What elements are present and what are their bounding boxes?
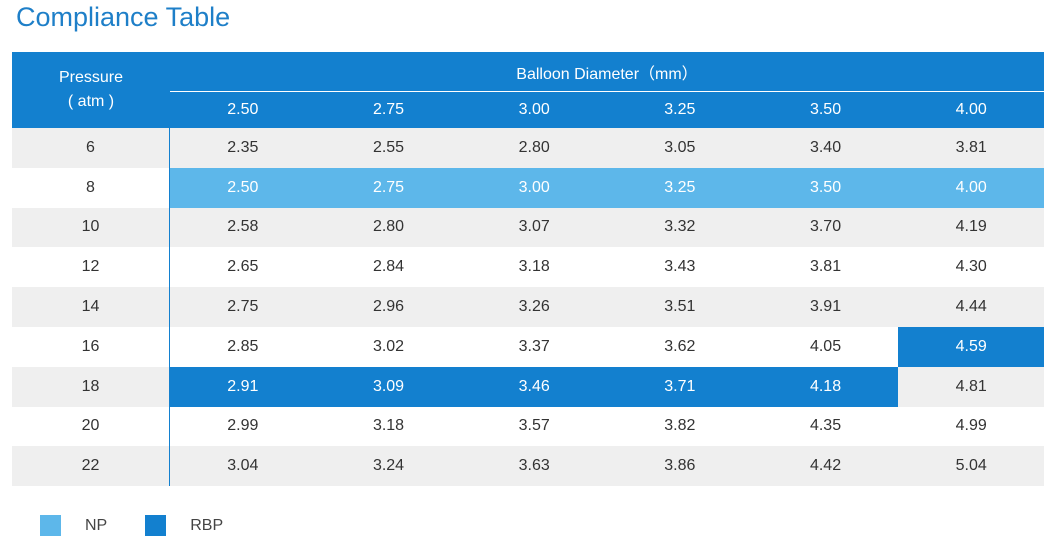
diameter-cell: 3.86	[664, 457, 696, 475]
compliance-table: Pressure ( atm ) Balloon Diameter（mm） 2.…	[12, 52, 1045, 487]
diameter-cell: 3.02	[372, 337, 405, 355]
table-row: 20 2.99 3.18 3.57 3.82 4.35 4.99	[12, 406, 1044, 447]
pressure-cell: 22	[12, 446, 170, 487]
table-row: 6 2.35 2.55 2.80 3.05 3.40 3.81	[12, 128, 1044, 168]
diameter-cell: 3.81	[955, 138, 987, 156]
np-label: NP	[85, 516, 108, 534]
diameter-cell: 2.91	[170, 366, 316, 407]
table-row: 10 2.58 2.80 3.07 3.32 3.70 4.19	[12, 207, 1044, 248]
diameter-cell: 2.55	[372, 138, 405, 156]
rbp-swatch	[145, 515, 167, 536]
table-row: 14 2.75 2.96 3.26 3.51 3.91 4.44	[12, 287, 1044, 327]
table-row: 8 2.50 2.75 3.00 3.25 3.50 4.00	[12, 167, 1045, 208]
diameter-cell: 3.09	[315, 366, 462, 407]
diameter-cell: 4.44	[955, 298, 987, 316]
np-swatch	[40, 515, 61, 536]
diameter-columns: 2.50 2.75 3.00 3.25 3.50 4.00	[170, 92, 1044, 128]
diameter-cell: 3.63	[518, 457, 550, 475]
diameter-cell: 4.81	[955, 377, 987, 395]
page-title: Compliance Table	[16, 2, 231, 32]
diameter-cell: 2.80	[518, 138, 550, 156]
table-row: 22 3.04 3.24 3.63 3.86 4.42 5.04	[12, 446, 1044, 487]
diameter-cell: 4.35	[809, 417, 842, 435]
diameter-cell: 2.58	[227, 218, 259, 236]
pressure-cell: 8	[12, 167, 170, 208]
diameter-column-header: 3.00	[518, 101, 550, 118]
diameter-cell: 2.96	[372, 298, 405, 316]
diameter-cell: 3.37	[518, 337, 550, 355]
table-header: Pressure ( atm ) Balloon Diameter（mm） 2.…	[12, 52, 1044, 128]
diameter-cell: 3.43	[664, 258, 696, 276]
pressure-cell: 10	[12, 207, 170, 248]
legend-item-rbp: RBP	[145, 515, 223, 536]
pressure-cell: 16	[12, 326, 170, 367]
pressure-cell: 18	[12, 366, 170, 407]
diameter-column-header: 2.50	[227, 101, 259, 118]
diameter-header: Balloon Diameter（mm）	[516, 66, 698, 83]
diameter-cell: 4.00	[898, 167, 1045, 208]
diameter-cell: 4.99	[955, 417, 987, 435]
diameter-column-header: 4.00	[955, 101, 987, 118]
diameter-cell: 2.84	[372, 258, 405, 276]
diameter-cell: 3.57	[518, 417, 550, 435]
diameter-cell: 3.26	[518, 298, 550, 316]
diameter-cell: 3.71	[607, 366, 753, 407]
table-body: 6 2.35 2.55 2.80 3.05 3.40 3.81 8 2.50 2.75 3.00 3.…	[12, 128, 1045, 487]
diameter-cell: 3.51	[664, 298, 696, 316]
pressure-header: Pressure ( atm )	[12, 52, 170, 128]
diameter-cell: 4.42	[809, 457, 842, 475]
diameter-cell: 3.62	[664, 337, 696, 355]
diameter-column-header: 3.50	[809, 101, 842, 118]
table-row: 16 2.85 3.02 3.37 3.62 4.05 4.59	[12, 326, 1045, 367]
pressure-cell: 6	[12, 128, 170, 168]
diameter-cell: 3.07	[518, 218, 550, 236]
diameter-cell: 2.65	[227, 258, 259, 276]
diameter-cell: 2.80	[372, 218, 405, 236]
diameter-cell: 2.99	[227, 417, 259, 435]
diameter-cell: 2.75	[227, 298, 259, 316]
diameter-cell: 2.50	[170, 167, 316, 208]
diameter-cell: 4.59	[898, 326, 1045, 367]
diameter-cell: 2.35	[227, 138, 259, 156]
rbp-label: RBP	[190, 516, 224, 534]
legend-item-np: NP	[40, 515, 107, 536]
diameter-cell: 3.18	[372, 417, 405, 435]
diameter-cell: 3.70	[809, 218, 842, 236]
diameter-cell: 3.04	[227, 457, 259, 475]
pressure-header-unit: ( atm )	[67, 93, 115, 110]
pressure-cell: 14	[12, 287, 170, 327]
diameter-cell: 3.40	[809, 138, 842, 156]
diameter-cell: 3.50	[752, 167, 899, 208]
diameter-cell: 5.04	[955, 457, 987, 475]
diameter-column-header: 3.25	[664, 101, 696, 118]
diameter-cell: 4.18	[752, 366, 899, 407]
diameter-cell: 3.82	[664, 417, 696, 435]
diameter-cell: 4.19	[955, 218, 987, 236]
table-row: 12 2.65 2.84 3.18 3.43 3.81 4.30	[12, 247, 1044, 288]
diameter-cell: 3.05	[664, 138, 696, 156]
pressure-cell: 12	[12, 247, 170, 288]
diameter-cell: 3.81	[809, 258, 842, 276]
diameter-cell: 3.25	[607, 167, 753, 208]
diameter-cell: 2.85	[227, 337, 259, 355]
diameter-cell: 3.46	[461, 366, 608, 407]
diameter-cell: 3.24	[372, 457, 405, 475]
diameter-cell: 3.32	[664, 218, 696, 236]
header-divider	[170, 91, 1044, 92]
diameter-cell: 4.05	[809, 337, 842, 355]
pressure-header-label: Pressure	[58, 69, 124, 86]
table-row: 18 2.91 3.09 3.46 3.71 4.18 4.81	[12, 366, 1044, 407]
diameter-cell: 2.75	[315, 167, 462, 208]
diameter-cell: 3.00	[461, 167, 608, 208]
diameter-cell: 3.91	[809, 298, 842, 316]
diameter-cell: 4.30	[955, 258, 987, 276]
pressure-cell: 20	[12, 406, 170, 447]
diameter-cell: 3.18	[518, 258, 550, 276]
legend: NP RBP	[40, 515, 261, 536]
diameter-column-header: 2.75	[372, 101, 405, 118]
